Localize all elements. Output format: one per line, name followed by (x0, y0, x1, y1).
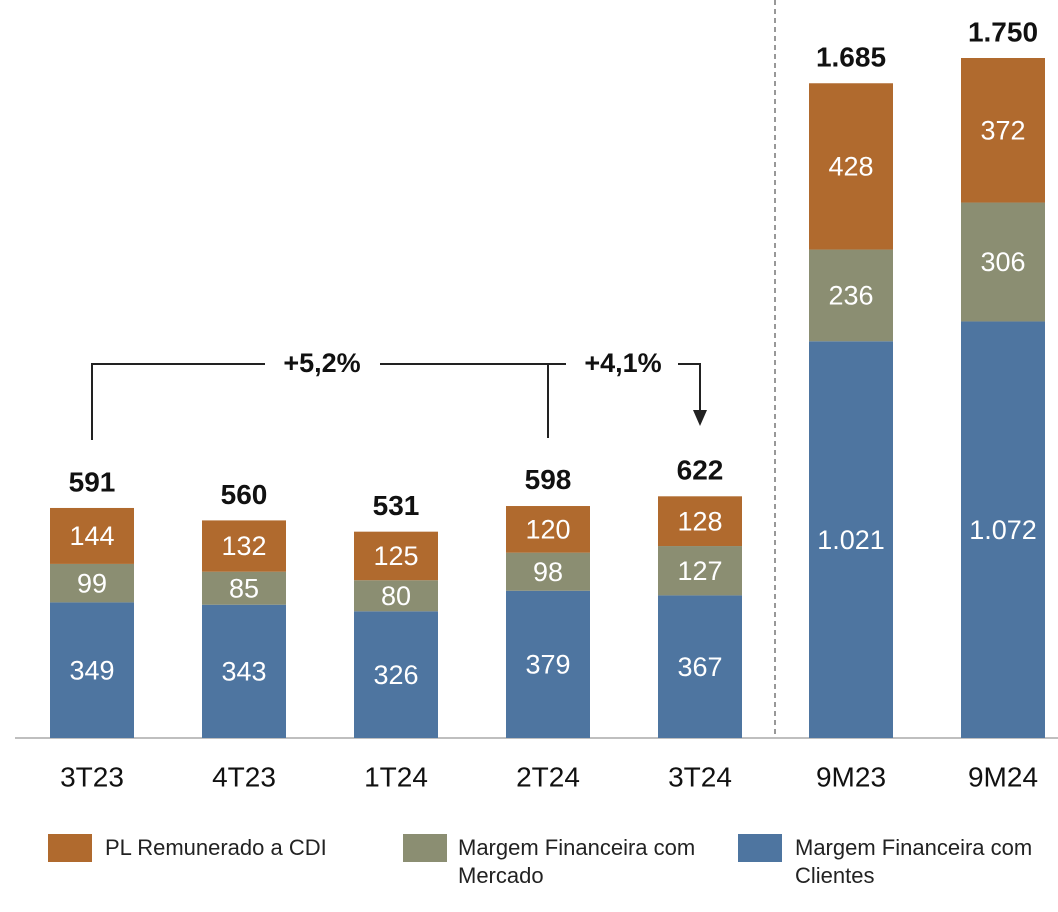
total-label: 560 (221, 479, 268, 510)
total-label: 591 (69, 467, 116, 498)
x-tick-label: 9M23 (816, 761, 886, 792)
bar-segment (506, 590, 590, 738)
bar-segment (50, 602, 134, 738)
data-label: 99 (77, 568, 107, 598)
x-tick-label: 2T24 (516, 761, 580, 792)
bar-segment (506, 506, 590, 553)
x-tick-label: 3T24 (668, 761, 732, 792)
bar-segment (506, 552, 590, 591)
data-label: 120 (525, 514, 570, 544)
bar-segment (658, 595, 742, 738)
data-label: 125 (373, 541, 418, 571)
legend-label: PL Remunerado a CDI (105, 835, 327, 860)
x-tick-label: 1T24 (364, 761, 428, 792)
bar-segment (202, 604, 286, 738)
total-label: 531 (373, 490, 420, 521)
bar-segment (961, 58, 1045, 203)
data-label: 1.021 (817, 525, 885, 555)
data-label: 98 (533, 557, 563, 587)
bar-segment (354, 531, 438, 581)
bracket (91, 363, 265, 440)
total-label: 1.685 (816, 42, 886, 73)
data-label: 236 (828, 281, 873, 311)
data-label: 367 (677, 652, 722, 682)
bar-segment (50, 563, 134, 603)
data-label: 144 (69, 521, 114, 551)
data-label: 306 (980, 247, 1025, 277)
data-label: 127 (677, 556, 722, 586)
legend-swatch (403, 834, 447, 862)
data-label: 128 (677, 506, 722, 536)
data-label: 1.072 (969, 515, 1037, 545)
bar-segment (354, 580, 438, 612)
arrowhead (693, 410, 707, 426)
bar-segment (202, 520, 286, 572)
bar-segment (658, 496, 742, 547)
legend-swatch (738, 834, 782, 862)
total-label: 622 (677, 455, 724, 486)
data-label: 349 (69, 655, 114, 685)
annotation: +4,1% (584, 348, 661, 378)
data-label: 85 (229, 573, 259, 603)
bar-segment (961, 321, 1045, 738)
x-tick-label: 4T23 (212, 761, 276, 792)
x-tick-label: 3T23 (60, 761, 124, 792)
bar-segment (809, 249, 893, 342)
legend-swatch (48, 834, 92, 862)
bar-segment (354, 611, 438, 738)
bar-segment (961, 202, 1045, 322)
data-label: 132 (221, 531, 266, 561)
bar-segment (50, 507, 134, 564)
total-label: 598 (525, 464, 572, 495)
data-label: 372 (980, 115, 1025, 145)
data-label: 379 (525, 649, 570, 679)
data-label: 343 (221, 656, 266, 686)
bracket (678, 363, 701, 412)
legend-label: Margem Financeira com Clientes (795, 835, 1033, 888)
data-label: 80 (381, 581, 411, 611)
data-label: 326 (373, 660, 418, 690)
data-label: 428 (828, 152, 873, 182)
bar-segment (809, 83, 893, 250)
bar-segment (202, 571, 286, 605)
bar-segment (809, 341, 893, 738)
bar-segment (658, 546, 742, 596)
annotation: +5,2% (283, 348, 360, 378)
x-tick-label: 9M24 (968, 761, 1038, 792)
total-label: 1.750 (968, 16, 1038, 47)
legend-label: Margem Financeira com Mercado (458, 835, 696, 888)
